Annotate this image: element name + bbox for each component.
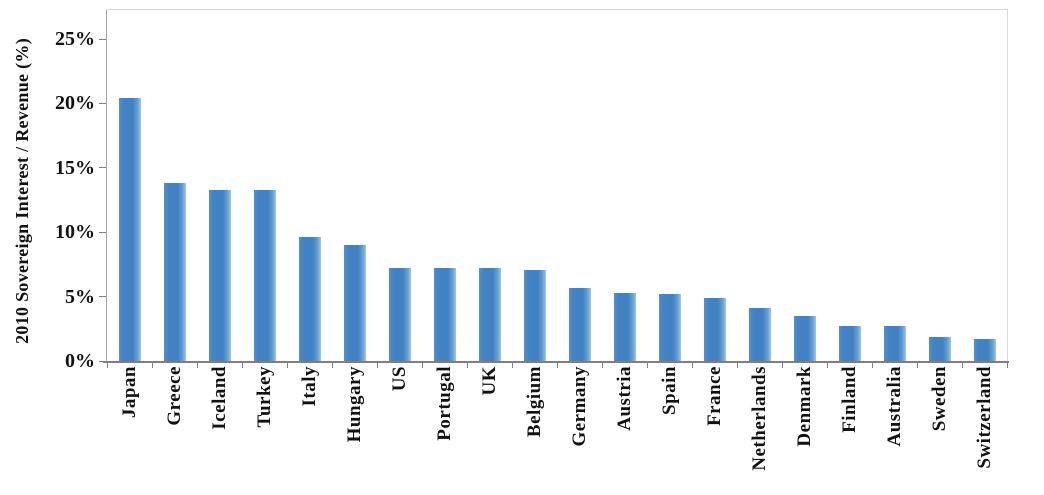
x-tick-mark xyxy=(917,363,918,368)
x-axis-label: Portugal xyxy=(433,366,455,441)
bar-netherlands xyxy=(748,308,771,361)
x-axis-label: France xyxy=(703,366,725,426)
category-slot xyxy=(917,10,962,361)
x-axis-label: Japan xyxy=(118,366,140,419)
bar-switzerland xyxy=(973,339,996,361)
bar-italy xyxy=(298,237,321,361)
x-tick-mark xyxy=(152,363,153,368)
plot-area: 0% 5% 10% 15% 20% 25% xyxy=(55,9,1009,372)
bar-finland xyxy=(838,326,861,361)
bar-greece xyxy=(163,183,186,361)
x-tick-mark xyxy=(287,363,288,368)
x-tick-mark xyxy=(512,363,513,368)
x-tick-mark xyxy=(242,363,243,368)
bar-sweden xyxy=(928,336,951,361)
x-axis-label: Germany xyxy=(568,366,590,447)
x-axis-label: Finland xyxy=(838,366,860,433)
bar-uk xyxy=(478,268,501,361)
y-tick-mark xyxy=(99,231,106,233)
category-slot xyxy=(377,10,422,361)
y-tick-label: 25% xyxy=(55,28,95,50)
y-tick-mark xyxy=(99,38,106,40)
x-tick-mark xyxy=(782,363,783,368)
bar-germany xyxy=(568,287,591,361)
x-axis-label: Australia xyxy=(883,366,905,447)
category-slot xyxy=(152,10,197,361)
bar-france xyxy=(703,297,726,361)
x-axis-label: Netherlands xyxy=(748,366,770,471)
x-tick-mark xyxy=(422,363,423,368)
y-tick-label: 5% xyxy=(65,285,95,308)
x-axis-label: Austria xyxy=(613,366,635,431)
x-tick-mark xyxy=(602,363,603,368)
x-axis-label: US xyxy=(388,366,410,392)
x-axis-label: Switzerland xyxy=(973,366,995,469)
category-slot xyxy=(512,10,557,361)
x-tick-mark xyxy=(647,363,648,368)
bar-australia xyxy=(883,326,906,361)
bar-turkey xyxy=(253,189,276,361)
x-axis-label: Hungary xyxy=(343,366,365,443)
category-slot xyxy=(827,10,872,361)
x-tick-mark xyxy=(332,363,333,368)
bar-spain xyxy=(658,294,681,361)
bar-austria xyxy=(613,292,636,361)
x-tick-mark xyxy=(872,363,873,368)
x-axis-label: Spain xyxy=(658,366,680,415)
x-tick-mark xyxy=(692,363,693,368)
category-slot xyxy=(197,10,242,361)
x-tick-mark xyxy=(737,363,738,368)
x-tick-mark xyxy=(377,363,378,368)
bar-japan xyxy=(118,98,141,361)
x-axis-label: Iceland xyxy=(208,366,230,430)
category-slot xyxy=(287,10,332,361)
category-slot xyxy=(872,10,917,361)
category-slot xyxy=(737,10,782,361)
y-axis-title: 2010 Sovereign Interest / Revenue (%) xyxy=(12,38,32,344)
x-tick-mark xyxy=(107,363,108,368)
x-axis-label: Belgium xyxy=(523,366,545,438)
bar-belgium xyxy=(523,269,546,361)
bar-hungary xyxy=(343,245,366,361)
y-tick-label: 10% xyxy=(55,221,95,244)
category-slot xyxy=(647,10,692,361)
x-axis-label: Sweden xyxy=(928,366,950,432)
x-tick-mark xyxy=(1007,363,1008,368)
category-slot xyxy=(332,10,377,361)
category-slot xyxy=(557,10,602,361)
bars-container xyxy=(107,10,1007,361)
x-tick-mark xyxy=(962,363,963,368)
category-slot xyxy=(467,10,512,361)
bar-denmark xyxy=(793,315,816,361)
bar-iceland xyxy=(208,189,231,361)
x-tick-mark xyxy=(827,363,828,368)
x-axis-label: UK xyxy=(478,366,500,396)
bar-portugal xyxy=(433,268,456,361)
y-tick-label: 20% xyxy=(55,92,95,115)
category-slot xyxy=(242,10,287,361)
x-tick-mark xyxy=(197,363,198,368)
category-slot xyxy=(692,10,737,361)
category-slot xyxy=(962,10,1007,361)
y-tick-mark xyxy=(99,167,106,169)
y-tick-mark xyxy=(99,360,106,362)
x-axis-line xyxy=(103,361,1009,363)
x-axis-label: Greece xyxy=(163,366,185,426)
x-axis-label: Denmark xyxy=(793,366,815,447)
category-slot xyxy=(782,10,827,361)
category-slot xyxy=(602,10,647,361)
x-tick-mark xyxy=(467,363,468,368)
y-axis-line xyxy=(106,10,107,361)
x-axis-label: Turkey xyxy=(253,366,275,428)
y-tick-mark xyxy=(99,102,106,104)
y-tick-label: 0% xyxy=(65,350,95,372)
category-slot xyxy=(422,10,467,361)
x-axis-label: Italy xyxy=(298,366,320,407)
y-tick-label: 15% xyxy=(55,156,95,179)
y-tick-mark xyxy=(99,296,106,298)
bar-us xyxy=(388,268,411,361)
x-tick-mark xyxy=(557,363,558,368)
category-slot xyxy=(107,10,152,361)
